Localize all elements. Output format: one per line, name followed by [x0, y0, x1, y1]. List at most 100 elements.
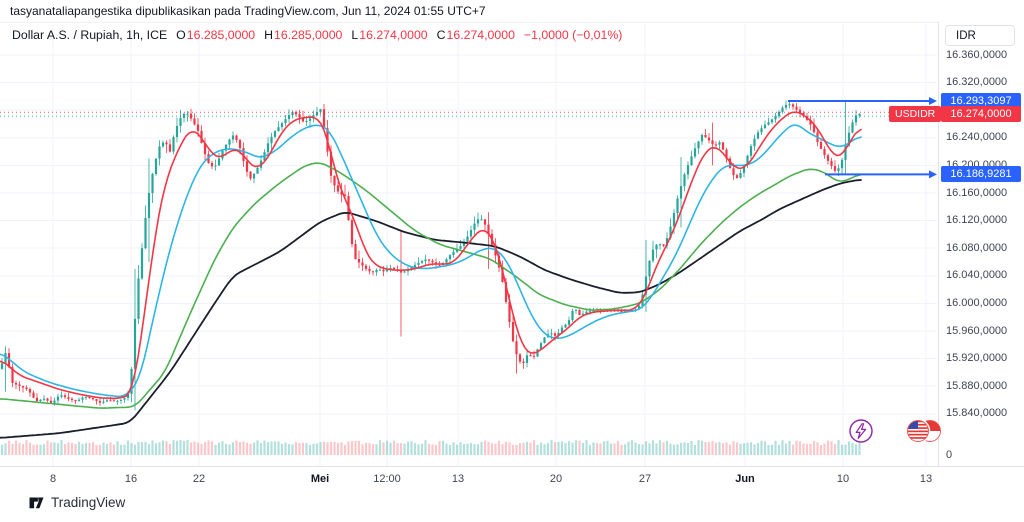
volume-bar — [539, 442, 543, 455]
volume-bar — [308, 444, 312, 455]
candle-body — [329, 151, 333, 176]
volume-bar — [116, 441, 119, 455]
candle-body — [788, 104, 791, 106]
volume-bar — [140, 442, 144, 455]
candle-body — [28, 389, 32, 393]
candle-body — [77, 399, 81, 402]
price-axis[interactable]: IDR 16.293,3097 16.274,0000 16.186,9281 … — [938, 22, 1024, 466]
candle-body — [658, 244, 662, 246]
candle-body — [455, 248, 459, 252]
volume-bar — [697, 440, 700, 455]
candle-body — [130, 368, 133, 394]
volume-bar — [609, 443, 613, 455]
volume-bar — [501, 444, 504, 455]
candle-body — [781, 107, 784, 112]
time-axis-label: 12:00 — [373, 473, 401, 485]
volume-bar — [154, 443, 158, 455]
candle-body — [676, 198, 679, 213]
volume-bar — [648, 443, 651, 455]
candle-body — [823, 148, 826, 156]
price-axis-label: 16.000,0000 — [946, 296, 1008, 309]
candle-body — [588, 310, 592, 312]
volume-bar — [805, 443, 809, 455]
time-axis-label: 20 — [549, 473, 563, 485]
candle-body — [123, 398, 126, 400]
candle-body — [725, 149, 728, 159]
candle-body — [266, 143, 270, 153]
volume-bar — [627, 441, 630, 455]
volume-bar — [361, 444, 364, 455]
volume-bar — [238, 441, 242, 455]
candle-body — [438, 264, 441, 266]
volume-bar — [21, 443, 25, 455]
currency-button[interactable]: IDR — [945, 25, 1015, 46]
candle-body — [462, 241, 466, 246]
volume-bar — [277, 441, 280, 455]
ma-slow-black — [0, 179, 862, 439]
chart-canvas[interactable] — [0, 0, 938, 466]
volume-bar — [606, 440, 609, 455]
volume-bar — [819, 445, 823, 455]
candle-body — [203, 143, 207, 155]
volume-bar — [438, 441, 441, 455]
volume-bar — [343, 444, 347, 455]
tradingview-watermark[interactable]: TradingView — [28, 494, 125, 511]
candle-body — [249, 171, 252, 179]
candle-body — [270, 136, 273, 144]
volume-bar — [823, 443, 826, 455]
time-axis-label: 13 — [451, 473, 465, 485]
volume-bar — [721, 443, 725, 455]
volume-bar — [151, 440, 154, 455]
volume-bar — [644, 441, 648, 455]
candle-body — [774, 116, 777, 120]
candle-body — [242, 148, 245, 162]
volume-bar — [63, 444, 67, 455]
time-axis-label: 27 — [638, 473, 652, 485]
volume-bar — [655, 443, 658, 455]
candle-body — [378, 269, 382, 271]
volume-bar — [851, 442, 854, 455]
candle-body — [833, 166, 837, 171]
volume-bar — [739, 443, 742, 455]
candle-body — [837, 168, 840, 171]
price-axis-label: 16.240,0000 — [946, 131, 1008, 144]
volume-bar — [60, 440, 63, 455]
price-axis-label: 15.960,0000 — [946, 324, 1008, 337]
volume-bar — [581, 443, 585, 455]
volume-bar — [574, 440, 578, 455]
candle-body — [501, 267, 504, 282]
candle-body — [459, 246, 462, 249]
volume-bar — [620, 444, 623, 455]
candle-body — [844, 145, 847, 160]
candle-body — [294, 111, 298, 115]
time-axis[interactable]: 8 16 22 Mei 12:00 13 20 27 Jun 10 13 — [0, 466, 1024, 493]
volume-bar — [207, 440, 210, 455]
volume-bar — [788, 440, 791, 455]
candle-body — [158, 146, 161, 159]
candle-body — [592, 310, 595, 312]
candle-body — [469, 229, 473, 237]
candle-body — [63, 395, 67, 398]
candle-body — [322, 109, 326, 129]
volume-bar — [511, 444, 515, 455]
volume-bar — [389, 442, 392, 455]
ma-green — [0, 162, 862, 409]
volume-bar — [403, 443, 406, 455]
candle-body — [298, 114, 301, 118]
candle-body — [539, 343, 543, 350]
candle-body — [165, 142, 168, 145]
volume-bar — [847, 441, 851, 455]
volume-bar — [67, 442, 70, 455]
volume-bar — [781, 440, 784, 455]
symbol-legend[interactable]: Dollar A.S. / Rupiah, 1h, ICE O 16.285,00… — [12, 28, 622, 42]
volume-bar — [11, 443, 14, 455]
candle-body — [175, 125, 179, 138]
candle-body — [256, 167, 259, 174]
volume-bar — [560, 441, 564, 455]
high-value: 16.285,0000 — [274, 28, 343, 42]
alert-lightning-button[interactable] — [849, 419, 873, 443]
publisher-bar: tasyanataliapangestika dipublikasikan pa… — [0, 0, 1024, 23]
volume-bar — [228, 444, 231, 455]
low-label: L — [351, 28, 359, 42]
volume-bar — [753, 444, 756, 455]
